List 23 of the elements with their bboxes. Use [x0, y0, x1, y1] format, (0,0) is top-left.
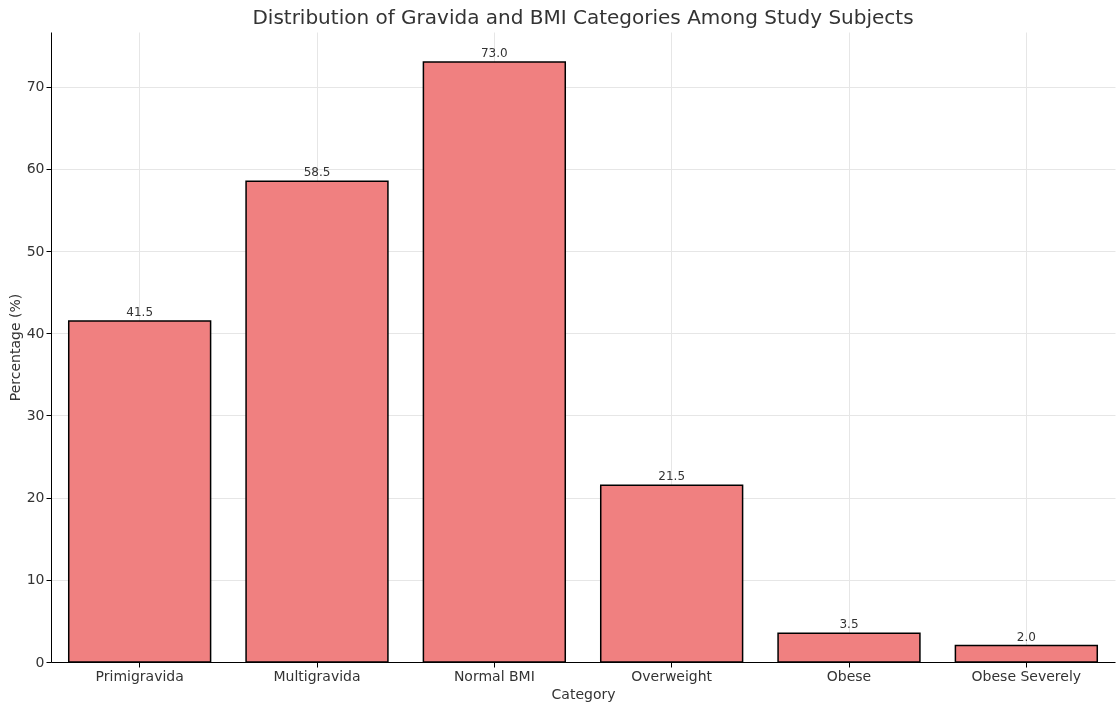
y-tick-label: 30	[26, 406, 45, 423]
x-tick-label: Obese Severely	[971, 667, 1082, 684]
data-label: 3.5	[839, 617, 859, 632]
data-label: 2.0	[1016, 629, 1036, 644]
y-tick-label: 20	[26, 489, 45, 506]
y-axis-title: Percentage (%)	[6, 293, 23, 402]
data-label: 73.0	[480, 46, 508, 60]
x-tick-label: Overweight	[631, 667, 713, 684]
chart-title: Distribution of Gravida and BMI Categories Among Study Subjects	[252, 5, 914, 29]
y-tick-label: 50	[26, 242, 45, 259]
data-label: 41.5	[126, 304, 154, 319]
y-tick-label: 70	[26, 78, 45, 95]
y-tick-label: 60	[26, 160, 45, 177]
x-tick-label: Normal BMI	[453, 667, 535, 684]
x-tick-label: Primigravida	[95, 667, 184, 684]
y-tick-label: 10	[26, 571, 45, 588]
x-axis-title: Category	[551, 685, 616, 702]
x-tick-label: Multigravida	[273, 667, 361, 684]
data-label: 21.5	[658, 469, 686, 484]
data-label: 58.5	[303, 165, 331, 180]
x-tick-label: Obese	[826, 667, 872, 684]
y-tick-label: 0	[35, 653, 45, 670]
y-tick-label: 40	[26, 324, 45, 341]
